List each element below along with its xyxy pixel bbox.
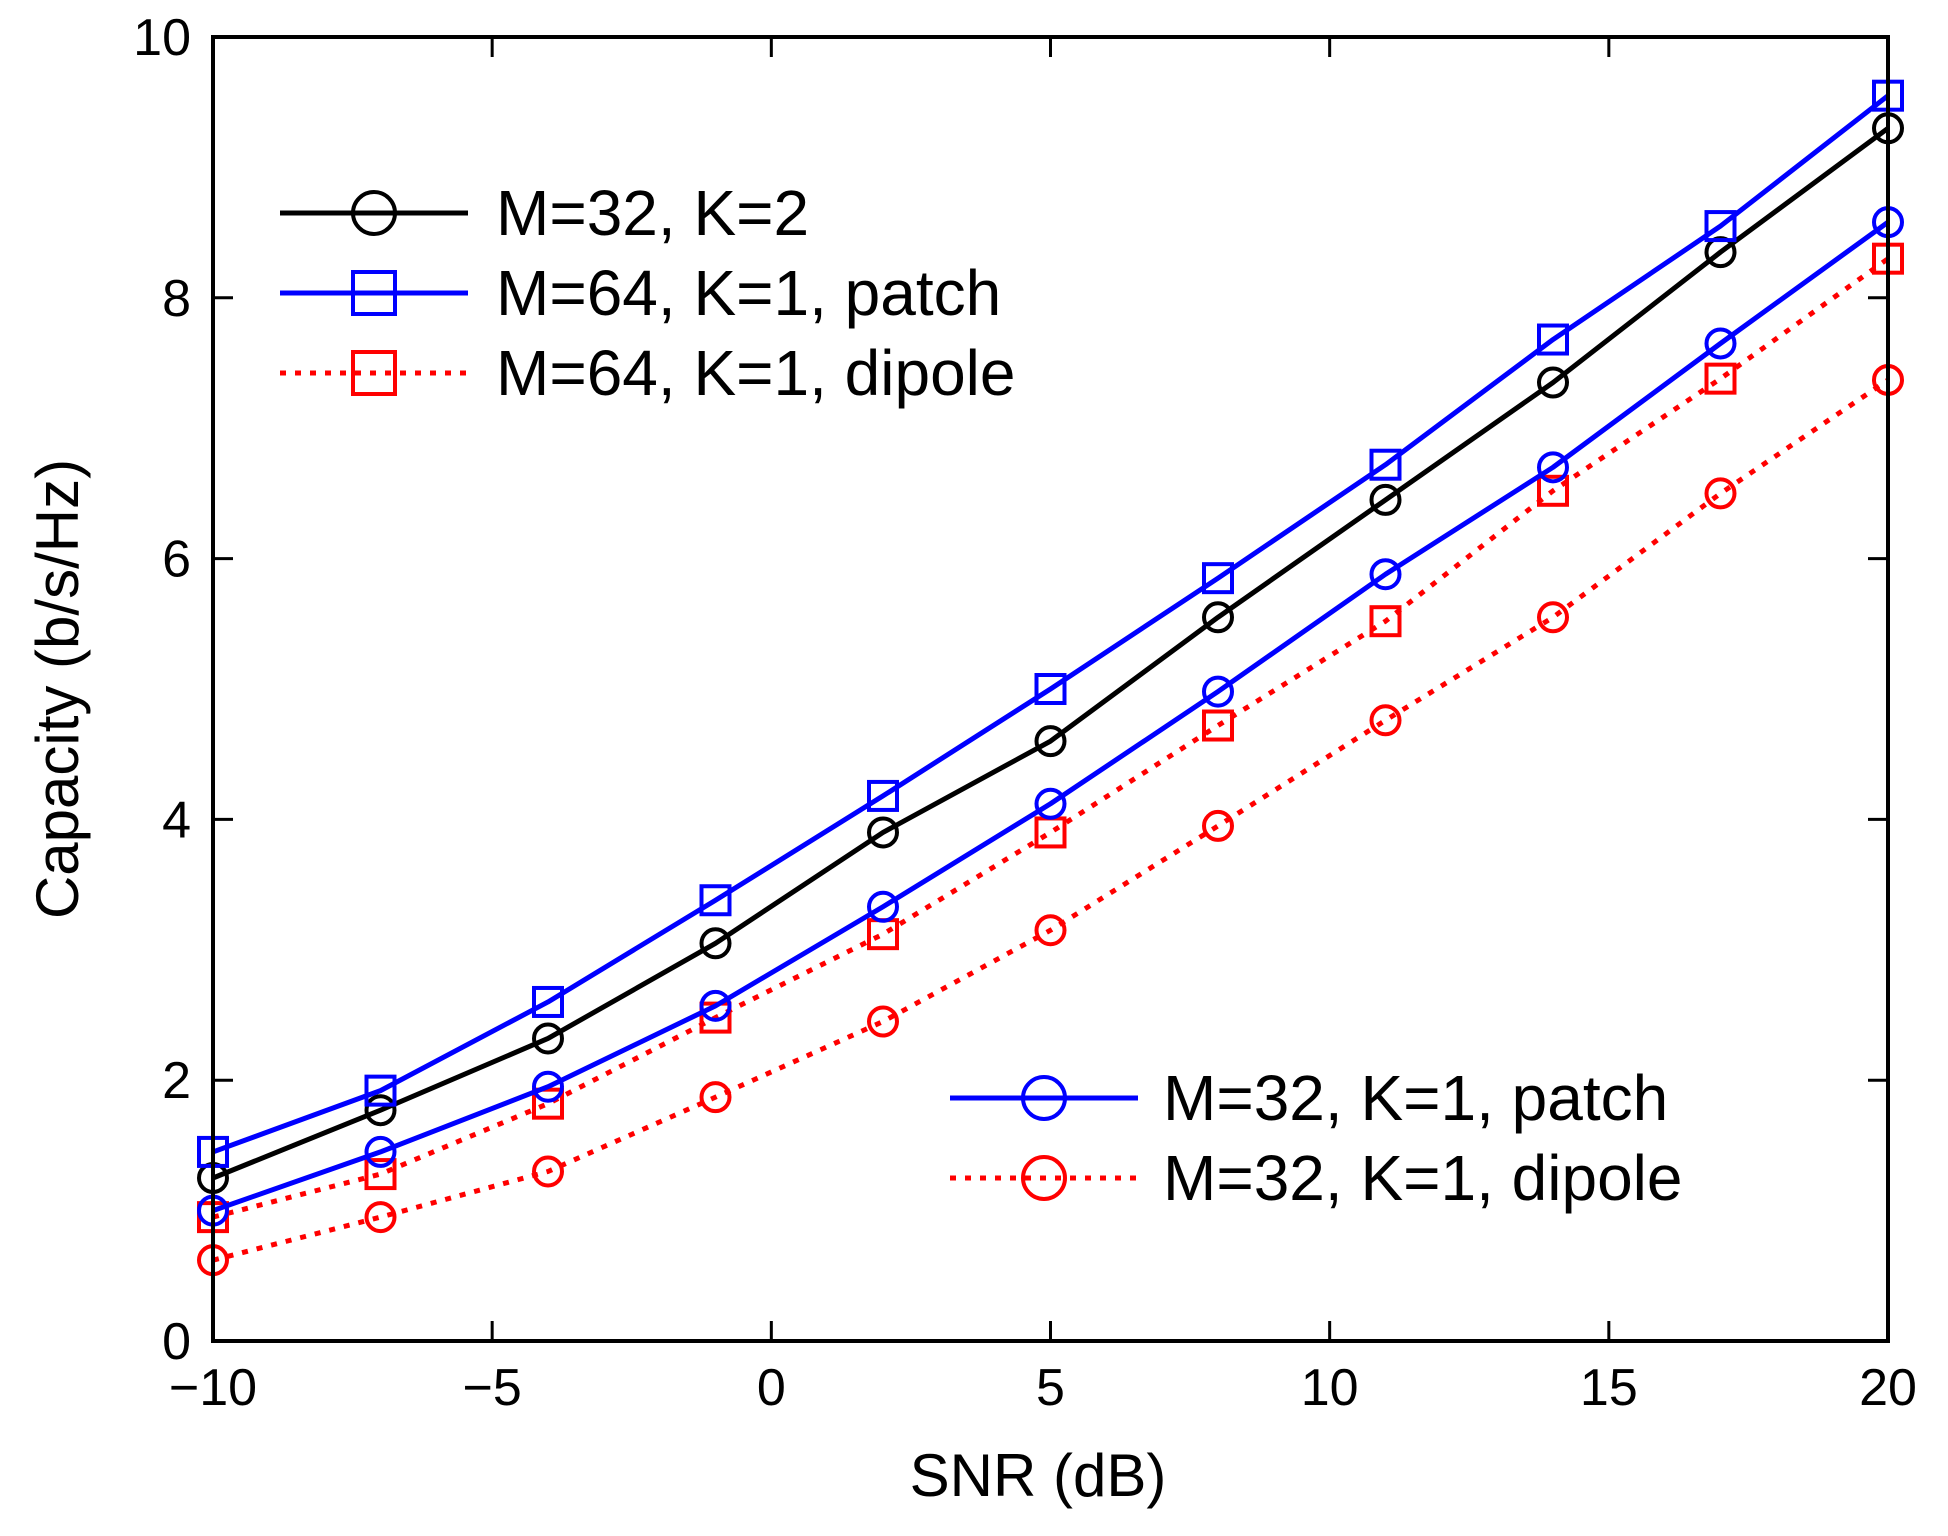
data-point	[867, 890, 899, 923]
legend-label: M=32, K=1, patch	[1163, 1062, 1668, 1134]
data-point	[699, 989, 732, 1022]
data-point	[1202, 675, 1234, 708]
legend-top-left: M=32, K=2 M=64, K=1, patch M=64, K=1, dipo…	[280, 177, 1015, 409]
data-point	[532, 985, 564, 1018]
data-point	[1537, 323, 1569, 356]
data-point	[1537, 601, 1569, 634]
data-point	[867, 1005, 899, 1038]
series-line	[212, 377, 1890, 1263]
legend-bottom-right: M=32, K=1, patch M=32, K=1, dipole	[950, 1062, 1682, 1214]
series-line	[212, 220, 1890, 1213]
data-point	[532, 1087, 564, 1120]
data-point	[1537, 451, 1569, 484]
data-point	[699, 1081, 732, 1114]
legend-label: M=32, K=1, dipole	[1163, 1142, 1682, 1214]
data-point	[364, 1074, 397, 1107]
y-tick-label: 0	[162, 1313, 191, 1371]
x-tick-label: 5	[1036, 1359, 1065, 1417]
series-line	[212, 126, 1890, 1181]
y-tick-label: 8	[162, 270, 191, 328]
data-point	[532, 1070, 564, 1103]
legend-entry: M=32, K=1, patch	[950, 1062, 1668, 1134]
data-point	[1369, 558, 1402, 591]
data-point	[1369, 483, 1402, 516]
y-tick-label: 6	[162, 531, 191, 589]
y-axis-label: Capacity (b/s/Hz)	[24, 459, 91, 919]
y-tick-label: 2	[162, 1052, 191, 1110]
data-point	[1704, 477, 1737, 510]
legend-swatch-marker	[351, 350, 397, 396]
series-line	[212, 93, 1890, 1155]
legend-entry: M=64, K=1, patch	[280, 257, 1001, 329]
data-point	[1704, 210, 1737, 243]
x-tick-label: 20	[1859, 1359, 1917, 1417]
data-point	[364, 1158, 397, 1191]
data-point	[1034, 787, 1067, 820]
data-point	[1202, 809, 1234, 842]
data-point	[532, 1155, 564, 1188]
legend-swatch-marker	[1021, 1155, 1067, 1201]
x-tick-label: −5	[463, 1359, 522, 1417]
legend-swatch-marker	[1021, 1075, 1067, 1121]
data-point	[1369, 605, 1402, 638]
legend-label: M=64, K=1, patch	[496, 257, 1001, 329]
x-tick-label: 15	[1580, 1359, 1638, 1417]
data-point	[532, 1022, 564, 1055]
data-point	[867, 816, 899, 849]
data-point	[1034, 673, 1067, 705]
data-point	[1537, 366, 1569, 399]
data-point	[364, 1135, 397, 1168]
data-point	[1202, 601, 1234, 634]
legend-label: M=32, K=2	[496, 177, 809, 249]
x-tick-label: −10	[169, 1359, 257, 1417]
x-axis-label: SNR (dB)	[910, 1442, 1167, 1509]
legend-label: M=64, K=1, dipole	[496, 337, 1015, 409]
data-point	[1202, 709, 1234, 742]
data-point	[1704, 362, 1737, 395]
data-point	[364, 1094, 397, 1127]
series-3	[197, 206, 1904, 1227]
legend-entry: M=32, K=1, dipole	[950, 1142, 1682, 1214]
data-point	[699, 884, 732, 917]
data-point	[1369, 704, 1402, 737]
legend-swatch-marker	[351, 190, 397, 236]
data-point	[364, 1201, 397, 1234]
data-point	[867, 779, 899, 812]
x-tick-label: 0	[757, 1359, 786, 1417]
x-tick-label: 10	[1301, 1359, 1359, 1417]
data-point	[1704, 327, 1737, 360]
data-point	[1537, 474, 1569, 507]
y-tick-label: 4	[162, 791, 191, 849]
data-point	[699, 927, 732, 960]
data-point	[1202, 562, 1234, 595]
legend-swatch-marker	[351, 270, 397, 316]
data-point	[1034, 914, 1067, 947]
series-4	[197, 363, 1904, 1277]
legend-entry: M=64, K=1, dipole	[280, 337, 1015, 409]
legend-entry: M=32, K=2	[280, 177, 809, 249]
data-point	[1369, 448, 1402, 481]
y-tick-label: 10	[133, 9, 191, 67]
data-point	[1034, 725, 1067, 758]
